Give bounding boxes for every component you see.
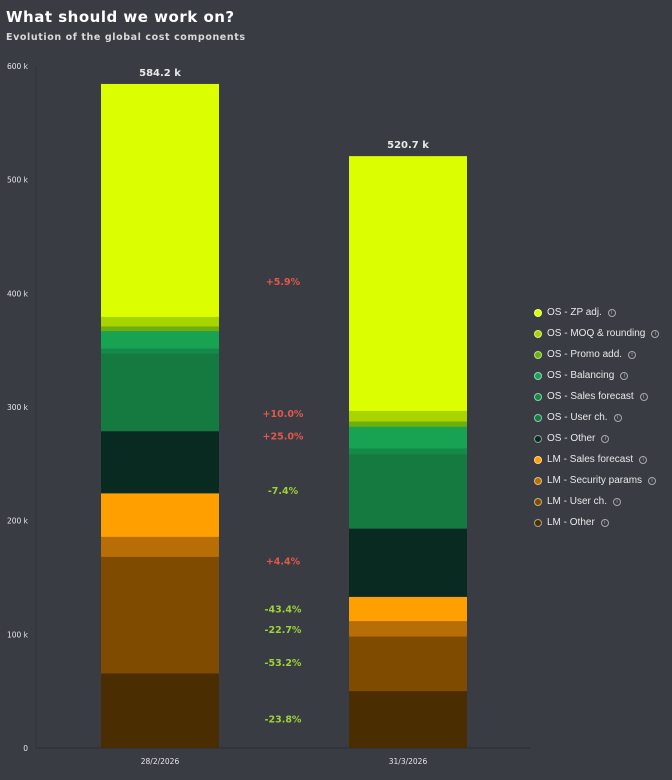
bar-segment (101, 556, 219, 674)
info-icon[interactable]: i (607, 308, 616, 317)
x-tick-label: 31/3/2026 (389, 757, 428, 766)
bar-segment (101, 83, 219, 317)
legend-label: OS - MOQ & rounding (547, 328, 646, 339)
bar-segment (101, 348, 219, 354)
chart-labels: 584.2 k 520.7 k +5.9% +10.0% +25.0% -7.4% +4.4… (139, 68, 429, 726)
legend-color-swatch (534, 518, 542, 527)
legend-item[interactable]: OS - Other i (534, 428, 659, 449)
bar-segment (349, 454, 467, 529)
bar-segment (349, 528, 467, 597)
legend-color-swatch (534, 497, 542, 506)
info-icon[interactable]: i (600, 518, 609, 527)
legend-label: OS - Balancing (547, 370, 615, 381)
change-percent-label: +10.0% (263, 409, 304, 420)
bar-segment (101, 673, 219, 748)
change-percent-label: +25.0% (263, 432, 304, 443)
chart-subtitle: Evolution of the global cost components (6, 32, 246, 43)
bar-segment (349, 156, 467, 411)
info-icon[interactable]: i (620, 371, 629, 380)
y-tick-label: 0 (23, 744, 28, 753)
change-percent-label: -7.4% (268, 486, 299, 497)
change-percent-label: -43.4% (265, 604, 302, 615)
legend-label: LM - Sales forecast (547, 454, 634, 465)
legend-item[interactable]: OS - Sales forecast i (534, 386, 659, 407)
legend-label: OS - Other (547, 433, 596, 444)
change-percent-label: +4.4% (266, 557, 301, 568)
legend-label: LM - Other (547, 517, 595, 528)
bar-segment (349, 448, 467, 455)
legend-color-swatch (534, 371, 542, 380)
bar-segment (101, 316, 219, 327)
info-icon[interactable]: i (639, 455, 648, 464)
legend-label: OS - ZP adj. (547, 307, 602, 318)
chart-title: What should we work on? (6, 8, 235, 26)
legend-color-swatch (534, 329, 542, 338)
bar-segment (349, 421, 467, 427)
y-tick-label: 600 k (7, 62, 29, 71)
change-percent-label: -22.7% (265, 625, 302, 636)
legend-color-swatch (534, 455, 542, 464)
legend-item[interactable]: OS - Promo add. i (534, 344, 659, 365)
info-icon[interactable]: i (613, 497, 622, 506)
info-icon[interactable]: i (648, 476, 657, 485)
legend-item[interactable]: OS - MOQ & rounding i (534, 323, 660, 344)
bar-segment (349, 636, 467, 692)
bar-segment (349, 621, 467, 637)
legend-label: LM - Security params (547, 475, 643, 486)
info-icon[interactable]: i (613, 413, 622, 422)
change-percent-label: -53.2% (265, 658, 302, 669)
y-tick-label: 100 k (7, 630, 29, 639)
info-icon[interactable]: i (601, 434, 610, 443)
chart-legend: OS - ZP adj. i OS - MOQ & rounding i OS - Pr… (534, 302, 660, 533)
info-icon[interactable]: i (628, 350, 637, 359)
legend-color-swatch (534, 392, 542, 401)
bar-segment (349, 410, 467, 422)
bar-segment (101, 331, 219, 349)
bar-total-label: 520.7 k (387, 140, 429, 151)
bar-segment (101, 353, 219, 432)
legend-label: OS - Sales forecast (547, 391, 634, 402)
bar-segment (349, 691, 467, 748)
y-tick-label: 200 k (7, 517, 29, 526)
legend-label: LM - User ch. (547, 496, 608, 507)
x-tick-label: 28/2/2026 (141, 757, 180, 766)
legend-label: OS - Promo add. (547, 349, 623, 360)
legend-color-swatch (534, 308, 542, 317)
y-tick-label: 300 k (7, 403, 29, 412)
bar-segment (101, 536, 219, 557)
y-tick-label: 400 k (7, 289, 29, 298)
legend-label: OS - User ch. (547, 412, 608, 423)
change-percent-label: -23.8% (265, 715, 302, 726)
change-percent-label: +5.9% (266, 277, 301, 288)
chart-bars (101, 83, 467, 748)
y-tick-label: 500 k (7, 176, 29, 185)
legend-item[interactable]: LM - Sales forecast i (534, 449, 659, 470)
legend-item[interactable]: LM - Security params i (534, 470, 659, 491)
info-icon[interactable]: i (639, 392, 648, 401)
legend-color-swatch (534, 350, 542, 359)
legend-item[interactable]: OS - User ch. i (534, 407, 659, 428)
bar-total-label: 584.2 k (139, 68, 181, 79)
legend-item[interactable]: LM - Other i (534, 512, 659, 533)
legend-item[interactable]: LM - User ch. i (534, 491, 659, 512)
legend-color-swatch (534, 434, 542, 443)
legend-item[interactable]: OS - Balancing i (534, 365, 659, 386)
bar-segment (101, 493, 219, 537)
bar-segment (101, 431, 219, 494)
legend-item[interactable]: OS - ZP adj. i (534, 302, 659, 323)
legend-color-swatch (534, 413, 542, 422)
info-icon[interactable]: i (651, 329, 660, 338)
bar-segment (349, 426, 467, 449)
bar-segment (349, 596, 467, 622)
legend-color-swatch (534, 476, 542, 485)
bar-segment (101, 326, 219, 332)
